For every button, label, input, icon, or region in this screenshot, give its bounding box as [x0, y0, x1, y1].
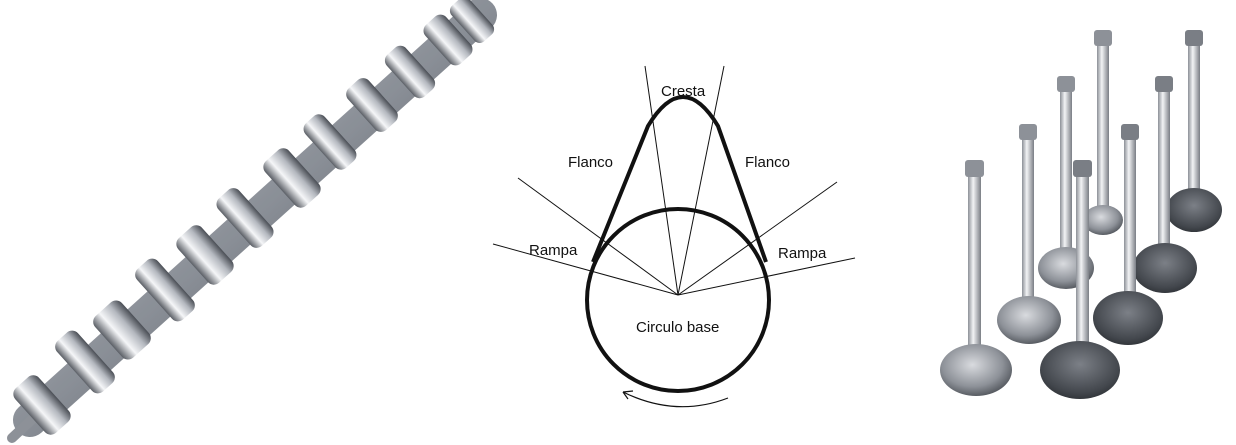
valve-icon	[1083, 30, 1123, 235]
valve-icon	[940, 160, 1012, 396]
label-rampa-right: Rampa	[778, 245, 827, 262]
label-flanco-right: Flanco	[745, 154, 790, 171]
cam-lobe-outline	[591, 95, 768, 263]
label-rampa-left: Rampa	[529, 242, 578, 259]
base-circle	[585, 207, 771, 393]
label-cresta: Cresta	[661, 83, 706, 100]
rotation-arrow	[622, 391, 729, 408]
valve-icon	[1040, 160, 1120, 399]
valves-photo	[940, 30, 1222, 399]
valve-icon	[1093, 124, 1163, 345]
label-flanco-left: Flanco	[568, 154, 613, 171]
camshaft-photo	[7, 0, 497, 443]
cam-profile-diagram: Cresta Flanco Flanco Rampa Rampa Circulo…	[492, 65, 856, 408]
valve-icon	[997, 124, 1061, 344]
valve-icon	[1133, 76, 1197, 293]
rotation-arrowhead	[622, 390, 634, 400]
label-circulo-base: Circulo base	[636, 319, 719, 336]
valve-icon	[1166, 30, 1222, 232]
